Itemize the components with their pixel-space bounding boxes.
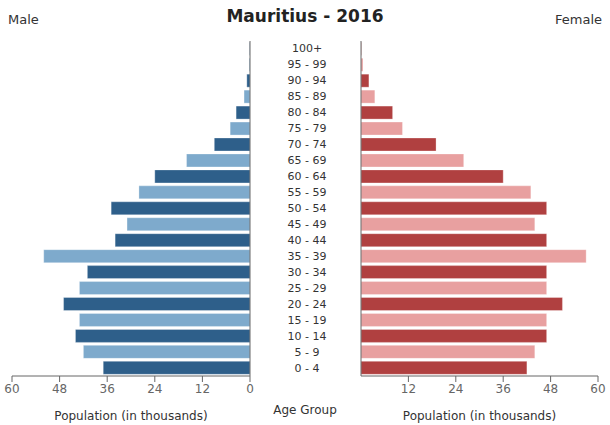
svg-text:5 - 9: 5 - 9	[295, 346, 320, 359]
svg-text:20 - 24: 20 - 24	[288, 298, 327, 311]
svg-text:12: 12	[195, 382, 210, 396]
svg-text:0: 0	[246, 382, 254, 396]
svg-text:95 - 99: 95 - 99	[288, 58, 327, 71]
svg-text:90 - 94: 90 - 94	[288, 74, 327, 87]
svg-text:10 - 14: 10 - 14	[288, 330, 327, 343]
svg-text:85 - 89: 85 - 89	[288, 90, 327, 103]
svg-text:35 - 39: 35 - 39	[288, 250, 327, 263]
svg-text:25 - 29: 25 - 29	[288, 282, 327, 295]
svg-text:60: 60	[8, 382, 20, 396]
svg-text:55 - 59: 55 - 59	[288, 186, 327, 199]
svg-text:50 - 54: 50 - 54	[288, 202, 327, 215]
svg-text:48: 48	[543, 382, 558, 396]
svg-text:24: 24	[448, 382, 463, 396]
svg-text:0 - 4: 0 - 4	[295, 362, 320, 375]
svg-text:60 - 64: 60 - 64	[288, 170, 327, 183]
svg-text:Population (in thousands): Population (in thousands)	[54, 409, 207, 423]
svg-text:12: 12	[401, 382, 416, 396]
html-text:Male: Male	[8, 12, 39, 27]
svg-text:45 - 49: 45 - 49	[288, 218, 327, 231]
svg-text:75 - 79: 75 - 79	[288, 122, 327, 135]
svg-text:100+: 100+	[292, 42, 322, 55]
svg-text:80 - 84: 80 - 84	[288, 106, 327, 119]
svg-text:70 - 74: 70 - 74	[288, 138, 327, 151]
html-text:Female: Female	[555, 12, 602, 27]
svg-text:60: 60	[590, 382, 602, 396]
svg-text:36: 36	[100, 382, 115, 396]
svg-text:40 - 44: 40 - 44	[288, 234, 327, 247]
svg-text:15 - 19: 15 - 19	[288, 314, 327, 327]
svg-text:65 - 69: 65 - 69	[288, 154, 327, 167]
svg-text:24: 24	[147, 382, 162, 396]
svg-text:48: 48	[52, 382, 67, 396]
html-text:Mauritius - 2016: Mauritius - 2016	[226, 6, 384, 26]
svg-text:30 - 34: 30 - 34	[288, 266, 327, 279]
svg-text:36: 36	[496, 382, 511, 396]
svg-text:Population (in thousands): Population (in thousands)	[403, 409, 556, 423]
html-text:Age Group: Age Group	[273, 403, 337, 417]
